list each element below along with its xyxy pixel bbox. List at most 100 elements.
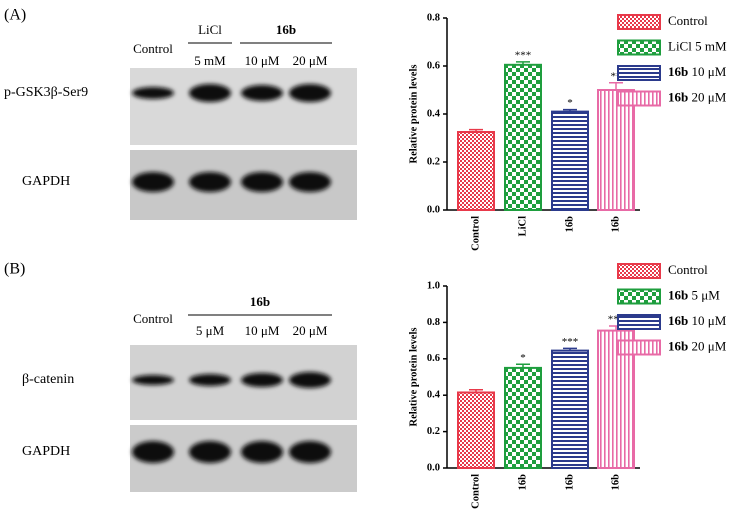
x-tick-label: 16b [610,216,621,233]
x-tick-label: Control [470,216,481,251]
group-label: LiCl [198,22,222,37]
significance: * [567,97,573,109]
blot-band [189,441,231,463]
legend-swatch [617,263,661,279]
blot-band [289,84,331,102]
lane-label: Control [133,41,173,56]
bar [597,89,635,211]
bar [551,349,589,469]
legend-dose: 10 μM [691,313,726,328]
bar [504,366,542,469]
panel-label: (A) [4,7,26,24]
y-tick-label: 0.2 [427,156,440,167]
significance: *** [515,49,532,61]
lane-label: Control [133,311,173,326]
blot-band [132,441,174,463]
blot-background [130,68,357,145]
legend-name: 16b [668,287,688,302]
blot-band [132,375,174,385]
x-tick-label: 16b [564,216,575,233]
y-tick-label: 0.0 [427,462,440,473]
y-tick-label: 0.8 [427,317,440,328]
y-tick-label: 0.6 [427,353,440,364]
significance: ** [611,70,622,82]
bar [551,110,589,211]
legend-name: Control [668,13,708,28]
bar [504,63,542,211]
legend-swatch [617,314,661,330]
blot-band [289,172,331,192]
blot-band [132,172,174,192]
legend-label: Control [668,13,708,28]
x-tick-label: 16b [517,474,528,491]
bar [457,131,495,211]
legend-label: 16b 10 μM [668,64,727,79]
error-bar [516,363,530,368]
legend-name: 16b [668,89,688,104]
error-bar [609,82,623,90]
legend-swatch [617,90,661,107]
legend-label: 16b 5 μM [668,287,720,302]
dose-label: 5 mM [194,53,226,68]
legend-name: 16b [668,313,688,328]
blot-band [189,172,231,192]
dose-label: 10 μM [245,53,280,68]
x-tick-label: 16b [610,474,621,491]
significance: *** [562,336,579,348]
blot-band [241,373,283,387]
legend-name: LiCl [668,38,692,53]
y-axis-title: Relative protein levels [408,328,419,427]
blot-band [241,441,283,463]
error-bar [563,108,577,112]
y-axis-title: Relative protein levels [408,65,419,164]
blot-band [241,172,283,192]
error-bar [469,128,483,132]
legend-label: 16b 20 μM [668,89,727,104]
legend-label: 16b 10 μM [668,313,727,328]
legend-swatch [617,39,661,56]
dose-label: 10 μM [245,323,280,338]
legend-label: LiCl 5 mM [668,38,727,53]
dose-label: 5 μM [196,323,225,338]
error-bar [563,347,577,351]
legend-name: 16b [668,338,688,353]
group-label: 16b [250,294,270,309]
row-label: GAPDH [22,174,70,189]
legend-dose: 20 μM [691,338,726,353]
legend-label: Control [668,262,708,277]
legend-name: Control [668,262,708,277]
y-tick-label: 0.6 [427,60,440,71]
x-tick-label: Control [470,474,481,509]
x-tick-label: 16b [564,474,575,491]
panel-label: (B) [4,261,25,278]
legend-swatch [617,65,661,81]
error-bar [516,61,530,65]
y-tick-label: 1.0 [427,280,440,291]
y-tick-label: 0.4 [427,108,441,119]
legend-dose: 10 μM [691,64,726,79]
bar [457,391,495,469]
legend-swatch [617,14,661,30]
dose-label: 20 μM [293,323,328,338]
legend-dose: 20 μM [691,89,726,104]
blot-band [189,84,231,102]
group-label: 16b [276,22,296,37]
blot-band [241,85,283,101]
blot-band [289,441,331,463]
error-bar [469,388,483,393]
legend-label: 16b 20 μM [668,338,727,353]
significance: * [520,352,526,364]
y-tick-label: 0.0 [427,204,440,215]
legend-swatch [617,288,661,305]
legend-swatch [617,339,661,356]
blot-band [289,372,331,388]
blot-band [132,87,174,99]
row-label: GAPDH [22,444,70,459]
row-label: p-GSK3β-Ser9 [4,85,88,100]
y-tick-label: 0.4 [427,390,441,401]
legend-name: 16b [668,64,688,79]
legend-dose: 5 mM [695,38,727,53]
x-tick-label: LiCl [517,216,528,237]
y-tick-label: 0.8 [427,12,440,23]
